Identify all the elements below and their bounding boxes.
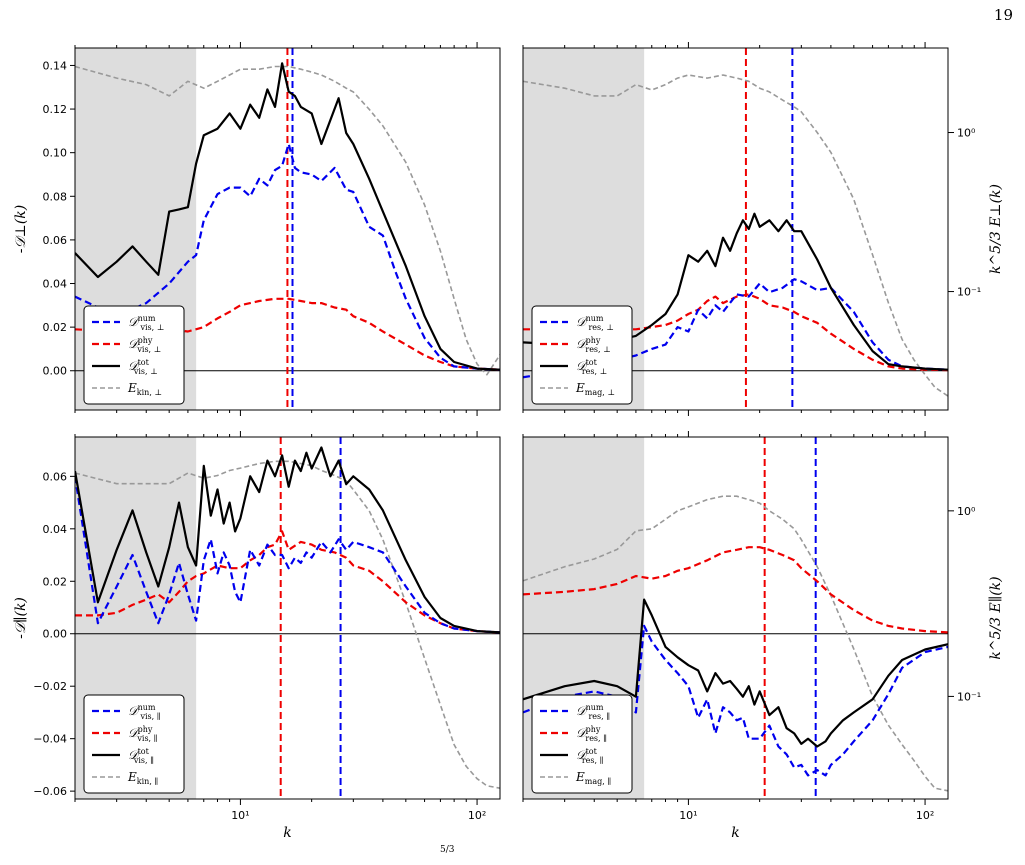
legend: 𝒟num vis, ⊥ 𝒟phy vis, ⊥ 𝒟tot vis, ⊥ Ekin, ⊥ (83, 305, 185, 405)
axes-frame (522, 436, 949, 800)
legend-label: 𝒟phy res, ⊥ (576, 336, 611, 354)
legend-label: 𝒟tot vis, ⊥ (128, 358, 158, 376)
y2-axis-label: k^5/3 E∥(k) (988, 576, 1004, 659)
legend-label: 𝒟tot res, ∥ (576, 747, 603, 765)
legend: 𝒟num res, ∥ 𝒟phy res, ∥ 𝒟tot res, ∥ Emag, ∥ (531, 694, 633, 794)
y2-axis-label: k^5/3 E⊥(k) (988, 184, 1004, 274)
legend-box (531, 694, 633, 794)
legend-label: 𝒟phy vis, ∥ (128, 725, 157, 743)
y-tick-label: 0.02 (43, 321, 68, 334)
y-axis-label: -𝒟⊥(k) (13, 205, 29, 253)
legend-box (83, 305, 185, 405)
y-tick-label: 0.02 (43, 575, 68, 588)
series-line-red-dash (523, 546, 948, 634)
y-tick-label: 0.06 (43, 470, 68, 483)
series-line-black-solid (75, 446, 500, 634)
series-line-gray-dash (75, 65, 500, 376)
y-tick-label: 0.00 (43, 365, 68, 378)
axes-frame (522, 47, 949, 411)
legend-label: Emag, ∥ (575, 770, 611, 786)
y-tick-label: 0.12 (43, 103, 68, 116)
x-tick-label: 10¹ (231, 809, 249, 822)
y-axis-label: -𝒟∥(k) (13, 597, 29, 639)
panel-top-right: 10⁰ 10⁻¹ k^5/3 E⊥(k) 𝒟num res, ⊥ 𝒟phy res, ⊥ 𝒟t… (522, 42, 1004, 416)
x-axis-label: k (731, 825, 739, 841)
axes-frame (74, 436, 501, 800)
y-tick-label: 0.06 (43, 234, 68, 247)
legend-label: 𝒟num res, ⊥ (576, 314, 614, 332)
series-line-blue-dash (75, 476, 500, 634)
y2-tick-label: 10⁻¹ (957, 690, 981, 703)
legend-label: 𝒟tot vis, ∥ (128, 747, 154, 765)
y-tick-label: 0.08 (43, 190, 68, 203)
panel-bottom-left: 10¹ 10² k −0.06 −0.04 −0.02 0.00 0.02 0.04 0.06 -𝒟… (13, 431, 501, 841)
legend-label: Ekin, ⊥ (127, 381, 162, 397)
y-tick-label: −0.04 (33, 733, 67, 746)
legend: 𝒟num vis, ∥ 𝒟phy vis, ∥ 𝒟tot vis, ∥ Ekin, ∥ (83, 694, 185, 794)
legend-label: 𝒟num vis, ∥ (128, 703, 160, 721)
series-line-blue-dash (523, 624, 948, 777)
series-line-blue-dash (75, 142, 500, 371)
series-line-red-dash (75, 297, 500, 371)
series-line-black-solid (523, 212, 948, 371)
series-line-red-dash (75, 530, 500, 634)
page-number: 19 (993, 6, 1013, 24)
y-tick-label: 0.04 (43, 523, 68, 536)
x-tick-label: 10¹ (679, 809, 697, 822)
panel-top-left: 0.00 0.02 0.04 0.06 0.08 0.10 0.12 0.14 -𝒟⊥(k) 𝒟n… (13, 42, 501, 416)
legend-label: Ekin, ∥ (127, 770, 158, 786)
series-line-gray-dash (75, 460, 500, 789)
y-tick-label: 0.00 (43, 628, 68, 641)
panel-bottom-right: 10¹ 10² k 10⁰ 10⁻¹ k^5/3 E∥(k) 𝒟num res, ∥ 𝒟phy r… (522, 431, 1004, 841)
x-tick-label: 10² (916, 809, 934, 822)
legend-label: 𝒟phy res, ∥ (576, 725, 607, 743)
series-line-gray-dash (523, 495, 948, 792)
y-tick-label: −0.02 (33, 680, 67, 693)
y2-tick-label: 10⁰ (957, 127, 976, 140)
y-tick-label: 0.10 (43, 147, 68, 160)
series-line-black-solid (523, 598, 948, 748)
legend: 𝒟num res, ⊥ 𝒟phy res, ⊥ 𝒟tot res, ⊥ Emag, ⊥ (531, 305, 633, 405)
y2-tick-label: 10⁰ (957, 505, 976, 518)
legend-label: 𝒟tot res, ⊥ (576, 358, 607, 376)
x-tick-label: 10² (468, 809, 486, 822)
legend-box (531, 305, 633, 405)
legend-label: 𝒟phy vis, ⊥ (128, 336, 161, 354)
caption-fragment: 5/3 (440, 845, 455, 855)
legend-label: 𝒟num res, ∥ (576, 703, 610, 721)
y-tick-label: 0.14 (43, 59, 68, 72)
y-tick-label: 0.04 (43, 278, 68, 291)
legend-label: Emag, ⊥ (575, 381, 615, 397)
x-axis-label: k (283, 825, 291, 841)
axes-frame (74, 47, 501, 411)
legend-box (83, 694, 185, 794)
y-tick-label: −0.06 (33, 785, 67, 798)
legend-label: 𝒟num vis, ⊥ (128, 314, 164, 332)
series-line-blue-dash (523, 278, 948, 379)
y2-tick-label: 10⁻¹ (957, 286, 981, 299)
series-line-black-solid (75, 62, 500, 371)
